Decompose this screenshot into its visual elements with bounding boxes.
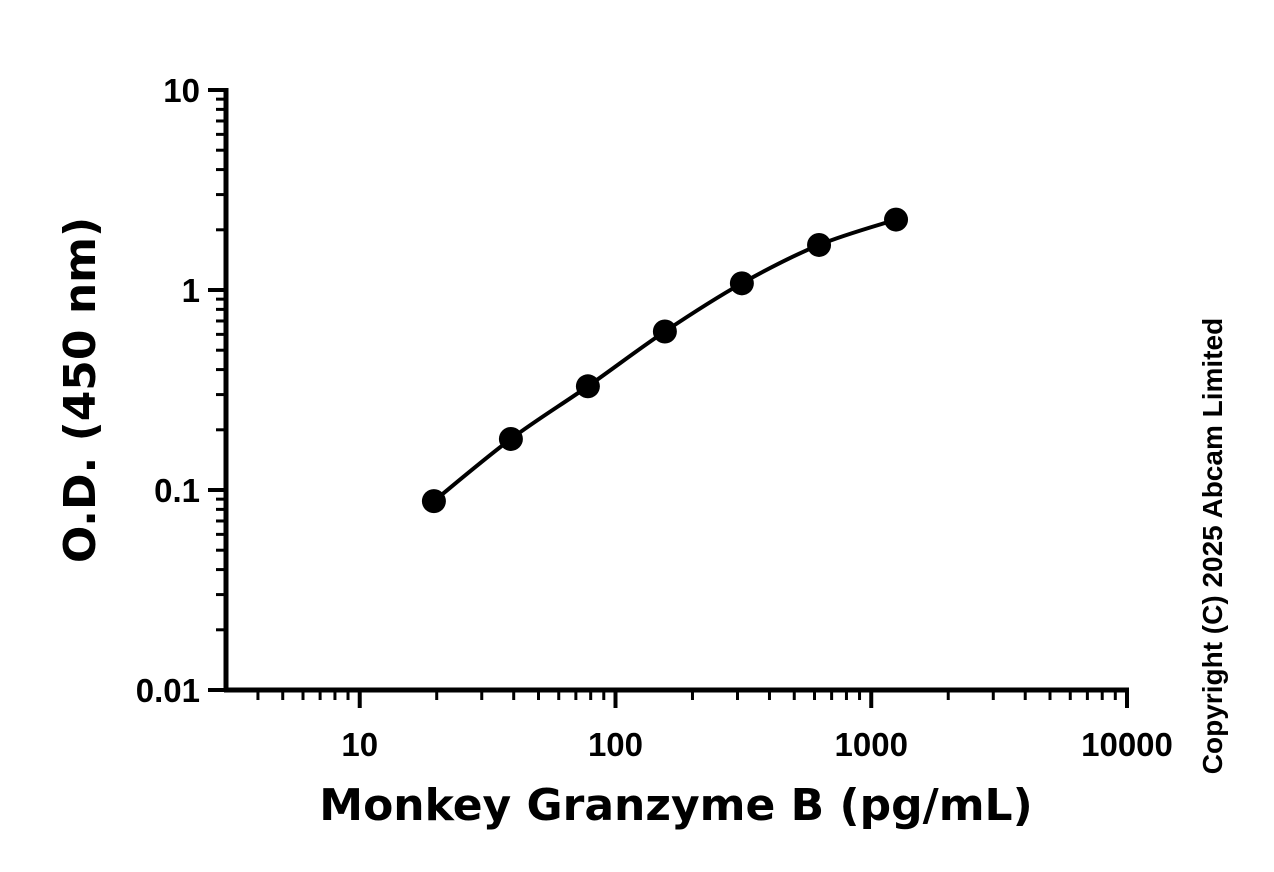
y-tick-label: 1 [182,272,200,309]
x-tick-label: 10 [341,726,378,763]
data-point [884,207,909,232]
x-tick-label: 100 [588,726,643,763]
y-tick-label: 0.1 [154,472,200,509]
data-point [421,489,446,514]
axes [223,88,1129,693]
x-tick-label: 1000 [835,726,908,763]
y-tick-label: 0.01 [136,672,200,709]
fit-curve [432,217,897,503]
ticks [208,88,1129,708]
x-tick-label: 10000 [1081,726,1173,763]
data-point [498,426,523,451]
data-point [575,374,600,399]
data-point [807,232,832,257]
y-tick-label: 10 [163,72,200,109]
data-point [652,319,677,344]
x-axis-title: Monkey Granzyme B (pg/mL) [319,780,1032,831]
copyright-notice: Copyright (C) 2025 Abcam Limited [1197,318,1228,774]
data-points [421,207,909,514]
tick-labels: 0.01 0.1 1 10 10 100 1000 10000 [136,72,1173,763]
y-axis-title: O.D. (450 nm) [55,217,106,563]
data-point [729,271,754,296]
